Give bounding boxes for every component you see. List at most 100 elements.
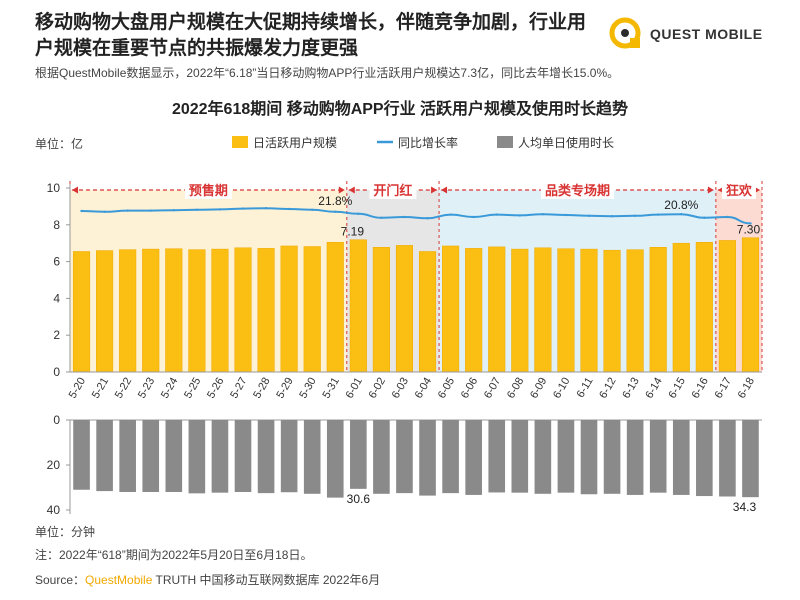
growth-rate-point-6-16 (703, 216, 706, 219)
dau-bar-5-20 (72, 251, 91, 373)
legend-label-2: 人均单日使用时长 (518, 135, 614, 150)
duration-bar-6-04 (419, 420, 436, 496)
subtitle: 根据QuestMobile数据显示，2022年“6.18”当日移动购物APP行业… (35, 66, 620, 80)
duration-bar-5-25 (188, 420, 206, 494)
y-tick-label-bottom: 0 (53, 413, 60, 427)
source-prefix: Source： (35, 573, 86, 587)
dau-bar-6-07 (488, 246, 506, 373)
growth-rate-point-5-20 (80, 209, 83, 213)
growth-rate-point-6-18 (749, 222, 752, 225)
growth-rate-point-6-11 (587, 214, 591, 217)
dau-bar-5-23 (142, 248, 160, 373)
y-tick-label-bottom: 20 (47, 458, 61, 472)
unit-top-label: 单位：亿 (35, 136, 83, 151)
dau-bar-6-15 (672, 242, 690, 373)
x-tick-label-6-01: 6-01 (344, 376, 365, 401)
growth-rate-point-6-03 (403, 215, 406, 219)
duration-bar-6-09 (534, 420, 552, 494)
growth-rate-point-6-08 (518, 214, 521, 217)
growth-rate-point-5-25 (195, 208, 199, 211)
logo: QUEST MOBILE (606, 14, 796, 54)
x-tick-label-5-30: 5-30 (297, 376, 318, 401)
x-tick-label-5-23: 5-23 (136, 376, 157, 401)
duration-bar-6-11 (580, 420, 598, 495)
dau-bar-5-22 (119, 249, 137, 373)
dau-bar-6-09 (534, 247, 552, 373)
period-label-1: 开门红 (373, 183, 412, 198)
duration-bar-6-14 (649, 420, 667, 493)
growth-rate-point-5-22 (126, 209, 129, 212)
duration-bar-6-08 (511, 420, 529, 493)
growth-rate-point-6-04 (426, 217, 429, 220)
y-tick-label-top: 10 (47, 181, 61, 195)
duration-bar-6-16 (696, 420, 713, 497)
growth-rate-point-5-21 (103, 210, 106, 213)
duration-bar-6-01 (350, 420, 367, 489)
dau-bar-5-24 (165, 248, 183, 373)
chart-title: 2022年618期间 移动购物APP行业 活跃用户规模及使用时长趋势 (172, 99, 628, 118)
x-tick-label-6-18: 6-18 (736, 376, 757, 401)
data-label-1: 7.19 (341, 225, 365, 239)
period-label-bg-1 (369, 181, 417, 199)
x-tick-label-6-03: 6-03 (390, 376, 411, 401)
duration-bar-5-26 (211, 420, 229, 493)
dau-bar-6-13 (626, 249, 644, 373)
dau-bar-6-04 (418, 251, 437, 373)
dau-bar-6-10 (557, 248, 575, 373)
duration-bar-6-15 (672, 420, 690, 495)
x-tick-label-6-06: 6-06 (459, 376, 480, 401)
y-tick-label-top: 6 (53, 255, 60, 269)
headline: 移动购物大盘用户规模在大促期持续增长，伴随竞争加剧，行业用户规模在重要节点的共振… (35, 12, 587, 59)
duration-bar-5-29 (280, 420, 298, 493)
growth-rate-point-6-13 (633, 214, 637, 217)
y-tick-label-bottom: 40 (47, 503, 61, 517)
dau-bar-6-06 (465, 248, 483, 373)
data-label-4: 30.6 (347, 492, 371, 506)
x-tick-label-5-25: 5-25 (182, 376, 203, 401)
x-tick-label-6-17: 6-17 (713, 376, 734, 401)
growth-rate-point-6-10 (564, 213, 568, 217)
legend-label-1: 同比增长率 (398, 135, 458, 150)
x-tick-label-6-07: 6-07 (482, 376, 503, 401)
dau-bar-5-27 (234, 247, 252, 373)
duration-bar-5-27 (234, 420, 252, 492)
legend-swatch-2 (497, 136, 513, 148)
dau-bar-6-17 (718, 240, 736, 373)
x-tick-label-6-14: 6-14 (643, 376, 664, 401)
footnote: 注：2022年“618”期间为2022年5月20日至6月18日。 (35, 548, 313, 562)
duration-bar-6-07 (488, 420, 506, 493)
growth-rate-line (81, 207, 751, 225)
duration-bar-6-10 (557, 420, 575, 493)
data-label-2: 20.8% (664, 198, 698, 212)
x-tick-label-5-24: 5-24 (159, 376, 180, 401)
growth-rate-point-6-02 (380, 216, 383, 219)
period-label-bg-3 (721, 181, 756, 199)
source-rest: TRUTH 中国移动互联网数据库 2022年6月 (152, 573, 381, 587)
x-tick-label-5-22: 5-22 (113, 376, 134, 401)
growth-rate-point-5-23 (149, 209, 152, 212)
logo-text: QUEST MOBILE (650, 26, 763, 42)
period-label-0: 预售期 (189, 183, 228, 198)
x-tick-label-6-08: 6-08 (505, 376, 526, 401)
dau-bar-5-21 (96, 250, 114, 373)
dau-bar-6-16 (695, 242, 713, 373)
x-tick-label-6-04: 6-04 (413, 376, 434, 401)
growth-rate-point-6-09 (541, 213, 545, 216)
period-background-0 (70, 190, 347, 372)
dau-bar-6-03 (395, 245, 414, 373)
x-tick-label-6-12: 6-12 (597, 376, 618, 401)
dau-bar-6-14 (649, 246, 667, 373)
duration-bar-6-17 (719, 420, 736, 497)
x-tick-label-6-15: 6-15 (666, 376, 687, 401)
y-tick-label-top: 0 (53, 365, 60, 379)
x-tick-label-6-05: 6-05 (436, 376, 457, 401)
dau-bar-5-26 (211, 248, 229, 373)
data-label-3: 7.30 (737, 223, 761, 237)
duration-bar-5-28 (257, 420, 275, 494)
duration-bar-6-03 (396, 420, 413, 494)
chart: 2022年618期间 移动购物APP行业 活跃用户规模及使用时长趋势单位：亿单位… (35, 99, 763, 539)
period-label-2: 品类专场期 (545, 183, 610, 198)
growth-rate-point-5-31 (334, 210, 337, 213)
dau-bar-5-28 (257, 248, 275, 373)
growth-rate-point-5-29 (287, 207, 291, 211)
